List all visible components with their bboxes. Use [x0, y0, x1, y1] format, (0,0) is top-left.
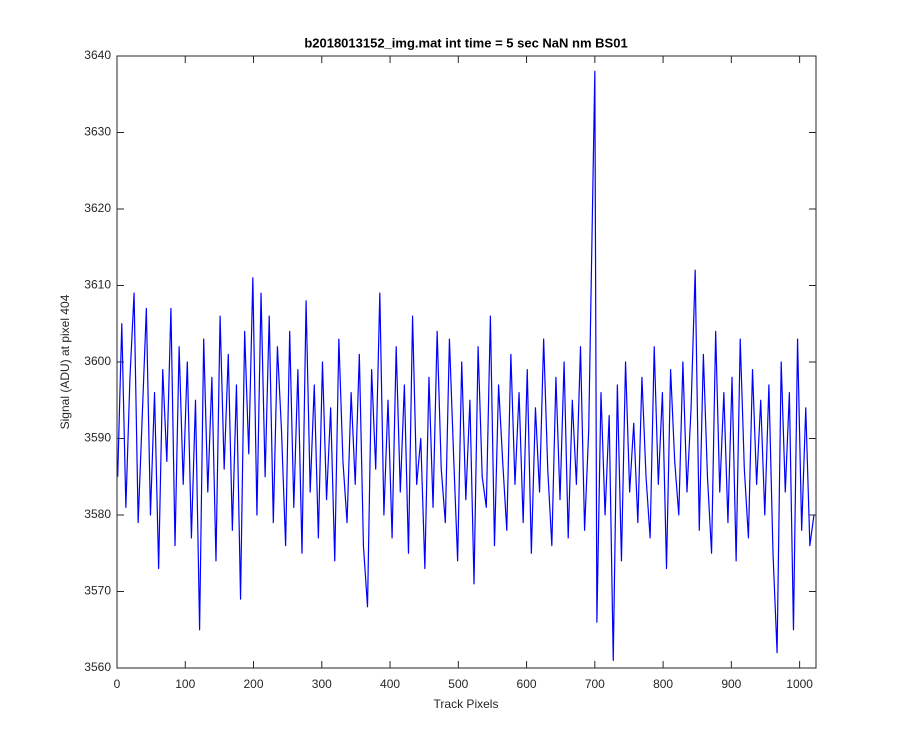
x-tick-label: 400: [380, 677, 400, 691]
x-tick-label: 900: [721, 677, 741, 691]
y-tick-label: 3570: [84, 584, 111, 598]
y-tick-label: 3640: [84, 48, 111, 62]
y-axis-label: Signal (ADU) at pixel 404: [58, 294, 72, 429]
x-axis-label: Track Pixels: [434, 697, 499, 711]
y-tick-label: 3620: [84, 201, 111, 215]
x-tick-label: 600: [517, 677, 537, 691]
y-tick-label: 3580: [84, 507, 111, 521]
x-tick-label: 100: [175, 677, 195, 691]
y-tick-label: 3600: [84, 354, 111, 368]
x-tick-label: 700: [585, 677, 605, 691]
x-tick-label: 800: [653, 677, 673, 691]
chart-title: b2018013152_img.mat int time = 5 sec NaN…: [304, 35, 627, 50]
x-tick-label: 300: [312, 677, 332, 691]
y-tick-label: 3560: [84, 660, 111, 674]
x-tick-label: 0: [114, 677, 121, 691]
data-line: [117, 70, 815, 661]
y-tick-label: 3630: [84, 125, 111, 139]
y-tick-label: 3610: [84, 278, 111, 292]
x-tick-label: 1000: [786, 677, 813, 691]
y-tick-label: 3590: [84, 431, 111, 445]
x-tick-label: 200: [244, 677, 264, 691]
x-tick-label: 500: [448, 677, 468, 691]
